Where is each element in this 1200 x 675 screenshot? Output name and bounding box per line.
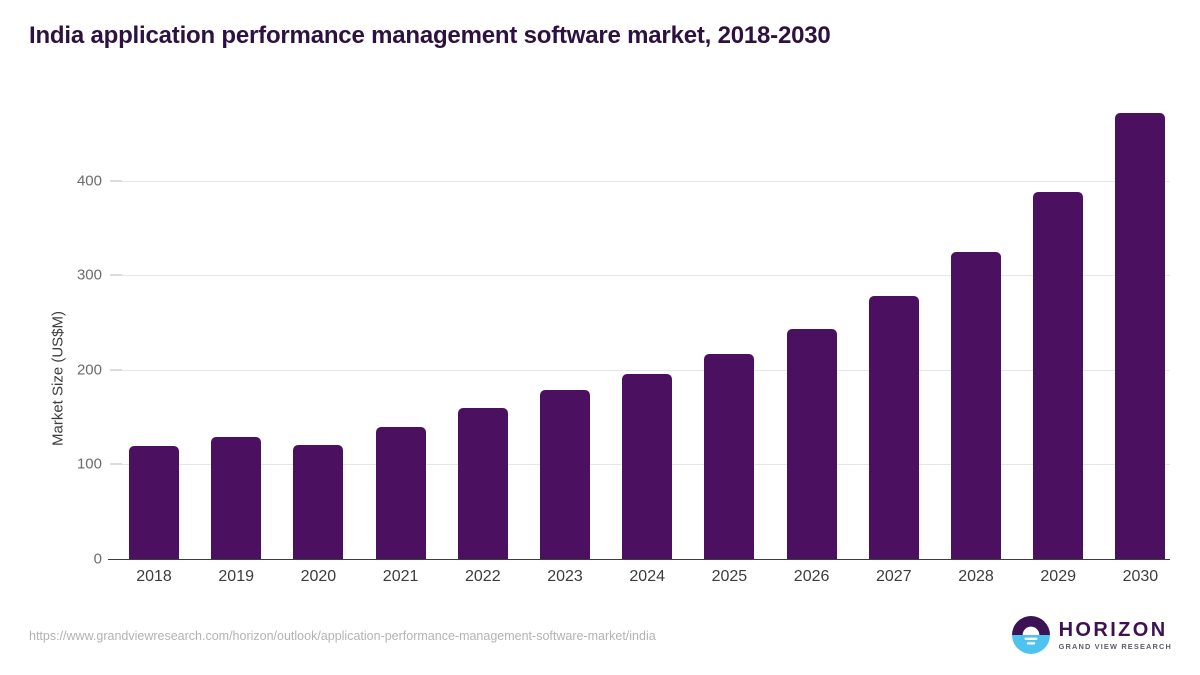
logo-wordmark: HORIZON [1058, 618, 1168, 641]
y-tick-label: 300 [76, 266, 102, 284]
axis-baseline [108, 559, 1170, 560]
y-tick-mark [110, 180, 122, 182]
x-tick-label: 2019 [218, 568, 254, 585]
bar[interactable] [868, 296, 919, 559]
bar[interactable] [375, 426, 426, 559]
x-tick-label: 2023 [547, 568, 583, 585]
y-tick-mark [110, 274, 122, 276]
x-tick-label: 2028 [958, 568, 994, 585]
bar[interactable] [1115, 112, 1166, 559]
x-tick-label: 2026 [793, 568, 830, 585]
x-tick-label: 2024 [629, 568, 665, 585]
gridline [122, 275, 1170, 277]
bar[interactable] [540, 389, 590, 559]
x-tick-label: 2029 [1040, 568, 1076, 585]
x-tick-label: 2021 [382, 568, 419, 585]
gridline [122, 369, 1170, 371]
x-tick-label: 2025 [711, 568, 748, 585]
y-tick-label: 400 [76, 172, 102, 190]
bar[interactable] [457, 407, 508, 559]
x-tick-label: 2027 [876, 568, 912, 585]
y-tick-mark [110, 463, 122, 465]
bar[interactable] [129, 445, 179, 559]
x-tick-label: 2022 [465, 568, 501, 585]
bar[interactable] [622, 373, 673, 559]
x-tick-label: 2020 [300, 568, 337, 585]
bar[interactable] [951, 251, 1001, 559]
source-url[interactable]: https://www.grandviewresearch.com/horizo… [29, 629, 656, 643]
bar[interactable] [211, 437, 262, 559]
x-tick-label: 2018 [136, 568, 172, 585]
bar[interactable] [1033, 192, 1084, 559]
horizon-logo[interactable]: HORIZON GRAND VIEW RESEARCH [1011, 616, 1172, 654]
y-tick-label: 100 [76, 455, 102, 473]
y-tick-mark [110, 369, 122, 371]
bar[interactable] [293, 444, 344, 559]
logo-subtitle: GRAND VIEW RESEARCH [1058, 641, 1172, 651]
y-tick-label: 0 [93, 550, 102, 568]
y-tick-label: 200 [76, 361, 102, 379]
horizon-sun-circle-icon [1011, 616, 1050, 654]
bar[interactable] [786, 329, 837, 559]
page-title: India application performance management… [29, 22, 831, 49]
bar[interactable] [704, 353, 755, 559]
x-tick-label: 2030 [1122, 568, 1159, 585]
logo-text: HORIZON GRAND VIEW RESEARCH [1059, 620, 1172, 650]
gridline [122, 180, 1170, 182]
